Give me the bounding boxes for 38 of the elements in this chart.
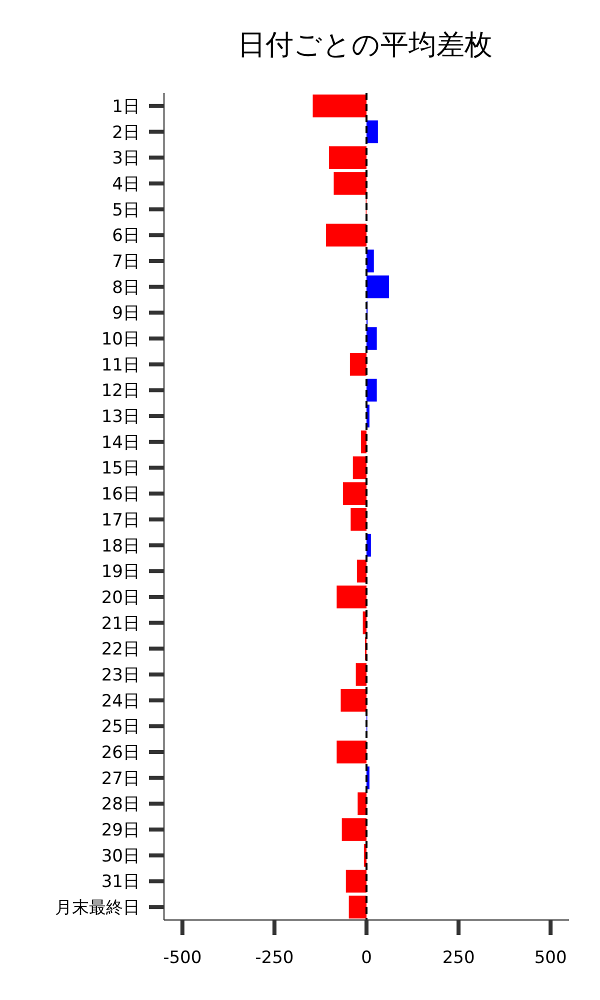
x-tick-label: -500 xyxy=(163,948,202,968)
y-tick-label: 7日 xyxy=(112,252,140,272)
x-tick-label: 0 xyxy=(361,948,372,968)
y-tick-label: 12日 xyxy=(101,381,140,402)
y-tick-label: 18日 xyxy=(101,536,140,556)
y-tick-label: 25日 xyxy=(101,717,140,738)
y-tick-label: 27日 xyxy=(101,768,140,789)
y-tick-label: 22日 xyxy=(101,640,140,660)
y-tick-label: 23日 xyxy=(101,665,140,686)
y-tick-label: 28日 xyxy=(101,794,140,815)
y-tick-label: 10日 xyxy=(101,330,140,350)
y-tick-label: 4日 xyxy=(112,174,140,194)
y-tick-label: 8日 xyxy=(112,278,140,298)
y-tick-label: 26日 xyxy=(101,743,140,764)
y-tick-label: 15日 xyxy=(101,458,140,479)
chart-title: 日付ごとの平均差枚 xyxy=(238,28,492,61)
y-tick-label: 16日 xyxy=(101,484,140,505)
y-tick-label: 11日 xyxy=(101,355,140,376)
x-tick-label: -250 xyxy=(255,948,294,968)
y-tick-label: 13日 xyxy=(101,407,140,428)
y-tick-label: 6日 xyxy=(112,226,140,246)
x-tick-label: 500 xyxy=(534,948,567,968)
x-tick-label: 250 xyxy=(442,948,475,968)
y-tick-label: 24日 xyxy=(101,691,140,712)
y-tick-label: 3日 xyxy=(112,148,140,169)
y-tick-label: 1日 xyxy=(112,96,140,117)
y-tick-label: 19日 xyxy=(101,562,140,582)
y-tick-label: 17日 xyxy=(101,510,140,530)
y-tick-label: 9日 xyxy=(112,304,140,324)
y-tick-label: 5日 xyxy=(112,200,140,220)
y-tick-label: 21日 xyxy=(101,614,140,634)
y-tick-label: 20日 xyxy=(101,588,140,608)
y-tick-label: 31日 xyxy=(101,872,140,892)
y-tick-label: 2日 xyxy=(112,122,140,143)
y-tick-label: 30日 xyxy=(101,846,140,866)
y-tick-label: 14日 xyxy=(101,432,140,453)
y-tick-label: 月末最終日 xyxy=(55,898,140,918)
y-tick-label: 29日 xyxy=(101,820,140,841)
